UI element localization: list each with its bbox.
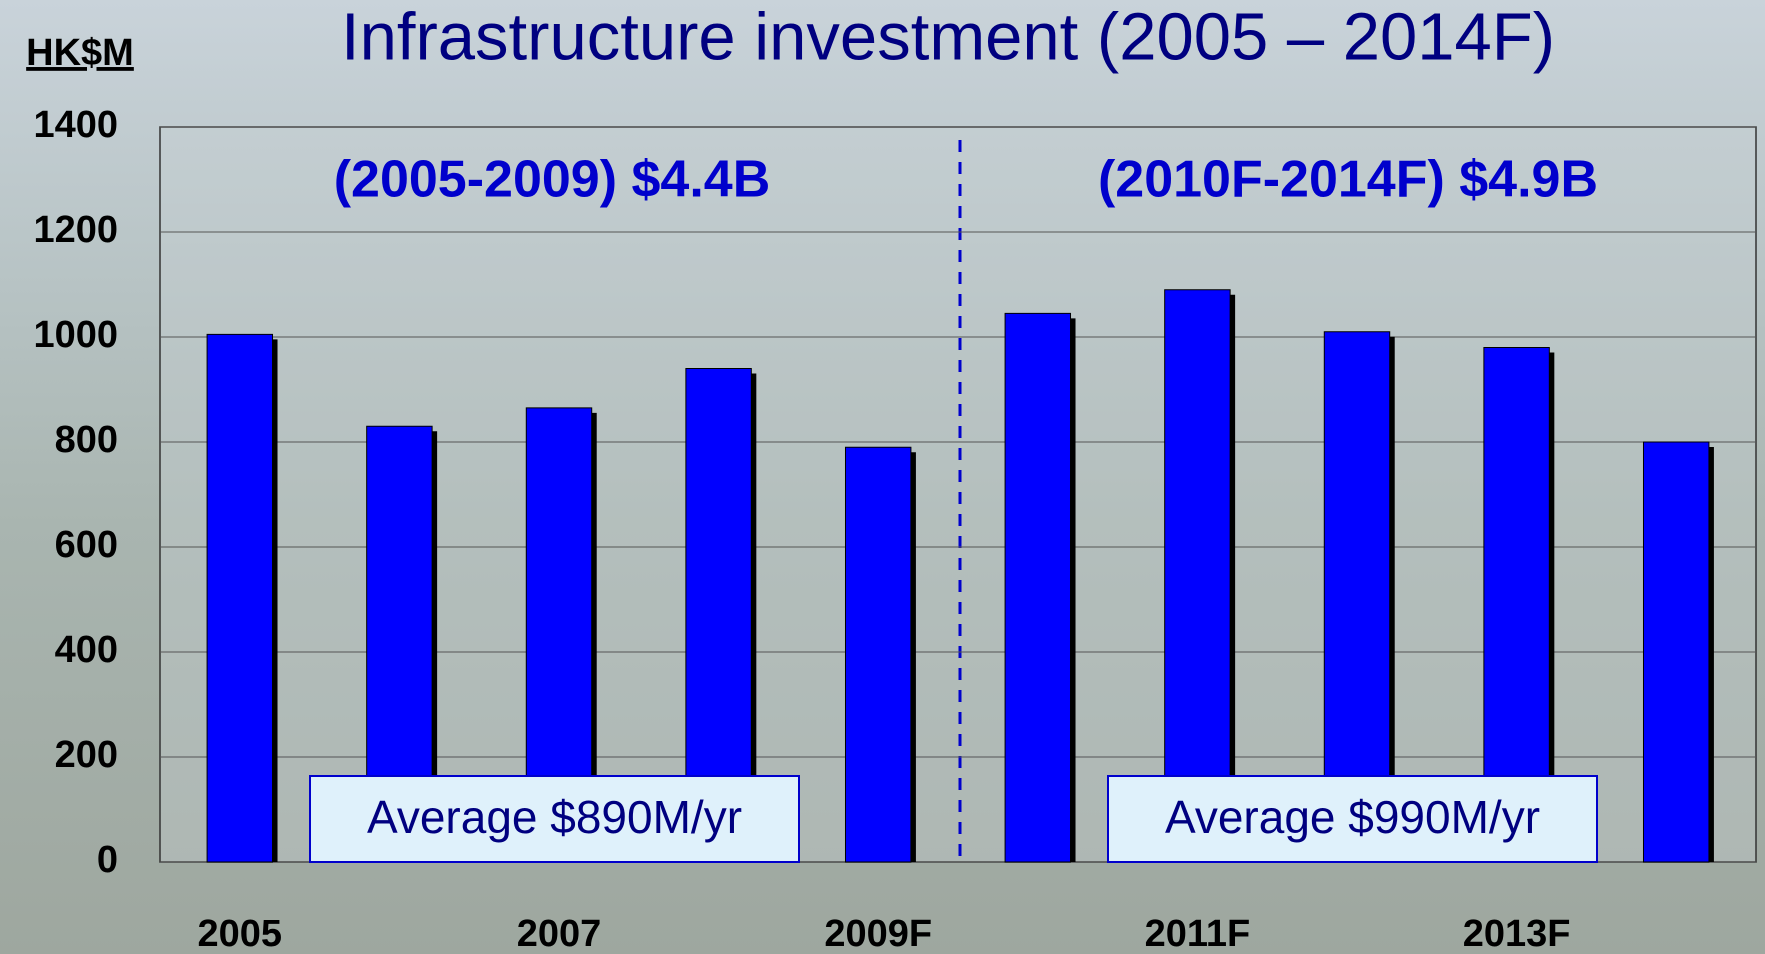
period-total: (2010F-2014F) $4.9B [1098, 151, 1598, 209]
chart: Infrastructure investment (2005 – 2014F)… [0, 0, 1765, 954]
average-label: Average $990M/yr [1165, 791, 1540, 843]
y-tick-label: 1200 [33, 209, 118, 251]
y-tick-label: 1000 [33, 314, 118, 356]
y-tick-label: 400 [55, 629, 118, 671]
y-tick-label: 600 [55, 524, 118, 566]
y-tick-label: 200 [55, 734, 118, 776]
bar [1643, 442, 1708, 862]
page: Infrastructure investment (2005 – 2014F)… [0, 0, 1765, 954]
x-tick-label: 2009F [824, 913, 932, 954]
y-tick-label: 800 [55, 419, 118, 461]
period-total: (2005-2009) $4.4B [334, 151, 771, 209]
x-tick-label: 2007 [517, 913, 602, 954]
y-axis-label: HK$M [26, 32, 134, 74]
y-tick-label: 0 [97, 839, 118, 881]
bar [1005, 313, 1070, 862]
average-label: Average $890M/yr [367, 791, 742, 843]
x-tick-label: 2013F [1463, 913, 1571, 954]
bar [207, 334, 272, 862]
chart-title: Infrastructure investment (2005 – 2014F) [341, 0, 1555, 75]
x-tick-label: 2005 [198, 913, 283, 954]
y-tick-label: 1400 [33, 104, 118, 146]
bar [845, 447, 910, 862]
x-tick-label: 2011F [1145, 913, 1251, 954]
